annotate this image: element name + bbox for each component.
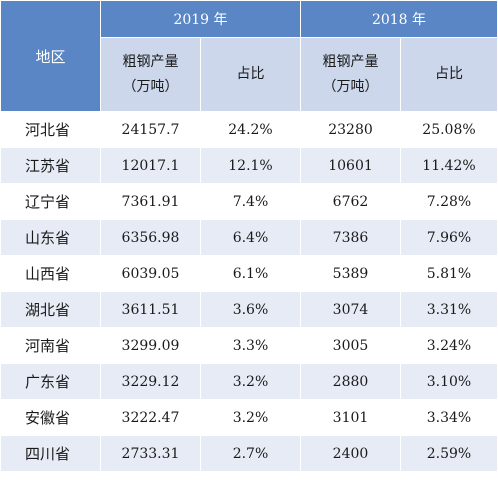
share-2018-cell: 2.59%: [400, 435, 498, 472]
share-2019-cell: 3.6%: [200, 291, 301, 328]
table-row: 安徽省 3222.47 3.2% 3101 3.34%: [0, 399, 498, 436]
table-row: 河南省 3299.09 3.3% 3005 3.24%: [0, 327, 498, 364]
output-2018-cell: 10601: [300, 147, 401, 184]
output-label-line1: 粗钢产量: [122, 53, 179, 70]
region-column-header: 地区: [0, 0, 101, 112]
output-2019-cell: 7361.91: [100, 183, 201, 220]
output-2019-cell: 6356.98: [100, 219, 201, 256]
share-2018-cell: 5.81%: [400, 255, 498, 292]
region-cell: 河南省: [0, 327, 101, 364]
share-2019-cell: 3.2%: [200, 363, 301, 400]
output-2019-header: 粗钢产量 （万吨）: [100, 37, 201, 112]
output-2019-cell: 3611.51: [100, 291, 201, 328]
output-2018-cell: 3005: [300, 327, 401, 364]
table-row: 江苏省 12017.1 12.1% 10601 11.42%: [0, 147, 498, 184]
output-2018-cell: 7386: [300, 219, 401, 256]
share-2019-cell: 6.4%: [200, 219, 301, 256]
share-2019-cell: 12.1%: [200, 147, 301, 184]
table-body: 河北省 24157.7 24.2% 23280 25.08% 江苏省 12017…: [0, 111, 498, 472]
region-cell: 广东省: [0, 363, 101, 400]
share-2018-cell: 3.10%: [400, 363, 498, 400]
share-2018-cell: 3.31%: [400, 291, 498, 328]
region-cell: 安徽省: [0, 399, 101, 436]
output-2019-cell: 3222.47: [100, 399, 201, 436]
share-2019-cell: 3.3%: [200, 327, 301, 364]
share-2018-cell: 7.28%: [400, 183, 498, 220]
output-2018-header: 粗钢产量 （万吨）: [300, 37, 401, 112]
share-2019-cell: 6.1%: [200, 255, 301, 292]
share-2018-cell: 3.24%: [400, 327, 498, 364]
output-2018-cell: 6762: [300, 183, 401, 220]
share-2019-cell: 2.7%: [200, 435, 301, 472]
output-2018-cell: 2880: [300, 363, 401, 400]
output-2019-cell: 24157.7: [100, 111, 201, 148]
region-cell: 江苏省: [0, 147, 101, 184]
year-2019-header: 2019 年: [100, 0, 301, 38]
output-2018-cell: 3101: [300, 399, 401, 436]
region-cell: 四川省: [0, 435, 101, 472]
table-row: 山东省 6356.98 6.4% 7386 7.96%: [0, 219, 498, 256]
table-row: 河北省 24157.7 24.2% 23280 25.08%: [0, 111, 498, 148]
region-cell: 山东省: [0, 219, 101, 256]
output-2018-cell: 3074: [300, 291, 401, 328]
output-label-line2: （万吨）: [122, 78, 179, 95]
output-2019-cell: 12017.1: [100, 147, 201, 184]
region-cell: 河北省: [0, 111, 101, 148]
steel-output-table: 地区 2019 年 2018 年 粗钢产量 （万吨） 占比 粗钢产量 （万吨） …: [0, 0, 498, 472]
share-2018-cell: 7.96%: [400, 219, 498, 256]
region-cell: 山西省: [0, 255, 101, 292]
share-2018-cell: 11.42%: [400, 147, 498, 184]
output-2019-cell: 3229.12: [100, 363, 201, 400]
share-2019-header: 占比: [200, 37, 301, 112]
output-2019-cell: 2733.31: [100, 435, 201, 472]
region-cell: 辽宁省: [0, 183, 101, 220]
year-2018-header: 2018 年: [300, 0, 498, 38]
output-label-line2: （万吨）: [322, 78, 379, 95]
share-2018-cell: 25.08%: [400, 111, 498, 148]
output-label-line1: 粗钢产量: [322, 53, 379, 70]
share-2019-cell: 7.4%: [200, 183, 301, 220]
output-2018-cell: 23280: [300, 111, 401, 148]
table-row: 辽宁省 7361.91 7.4% 6762 7.28%: [0, 183, 498, 220]
output-2018-cell: 2400: [300, 435, 401, 472]
output-2019-cell: 6039.05: [100, 255, 201, 292]
table-row: 四川省 2733.31 2.7% 2400 2.59%: [0, 435, 498, 472]
output-2019-cell: 3299.09: [100, 327, 201, 364]
table-row: 广东省 3229.12 3.2% 2880 3.10%: [0, 363, 498, 400]
output-2018-cell: 5389: [300, 255, 401, 292]
share-2018-header: 占比: [400, 37, 498, 112]
table-row: 湖北省 3611.51 3.6% 3074 3.31%: [0, 291, 498, 328]
share-2018-cell: 3.34%: [400, 399, 498, 436]
table-row: 山西省 6039.05 6.1% 5389 5.81%: [0, 255, 498, 292]
share-2019-cell: 24.2%: [200, 111, 301, 148]
region-cell: 湖北省: [0, 291, 101, 328]
share-2019-cell: 3.2%: [200, 399, 301, 436]
